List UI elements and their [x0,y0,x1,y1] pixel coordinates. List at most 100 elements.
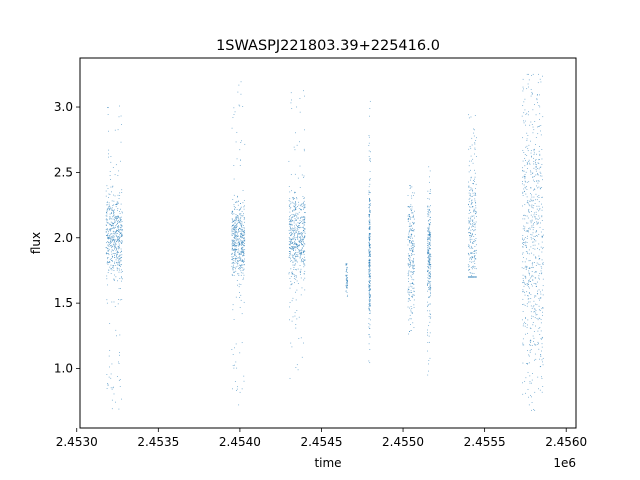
data-point [233,206,235,207]
data-point [369,268,371,270]
data-point [428,297,429,298]
data-point [369,203,371,204]
data-point [291,272,293,274]
data-point [533,152,535,154]
data-point [429,232,431,234]
data-point [369,227,370,228]
data-point [369,313,371,314]
data-point [112,224,114,226]
data-point [111,249,113,251]
data-point [528,355,530,357]
data-point [241,251,243,253]
data-point [114,256,115,258]
data-point [237,236,239,237]
data-point [107,188,109,189]
data-point [470,203,472,205]
data-point [116,257,118,259]
data-point [523,242,525,243]
data-point [240,206,242,208]
data-point [411,240,413,242]
data-point [429,235,431,237]
data-point [430,314,431,316]
data-point [536,98,538,100]
data-point [234,364,235,366]
data-point [524,226,526,228]
data-point [118,236,119,238]
data-point [532,224,534,226]
data-point [522,218,524,220]
data-point [293,237,295,239]
data-point [235,260,236,262]
data-point [470,177,472,179]
data-point [115,243,117,245]
data-point [427,241,429,242]
data-point [237,215,239,217]
data-point [288,272,290,274]
data-point [412,192,414,194]
data-point [427,244,429,246]
data-point [242,269,244,271]
data-point [114,240,116,242]
data-point [292,261,294,263]
data-point [369,218,371,220]
data-point [522,246,524,248]
data-point [538,168,540,170]
data-point [118,230,119,232]
data-point [369,289,371,291]
data-point [116,252,118,253]
data-point [240,270,242,272]
data-point [295,324,297,325]
data-point [233,165,235,166]
data-point [528,111,529,113]
data-point [240,203,241,204]
data-point [522,137,524,139]
data-point [241,261,243,263]
data-point [369,262,370,264]
data-point [429,357,431,359]
data-point [121,276,122,278]
data-point [109,171,111,172]
data-point [369,198,370,199]
data-point [236,217,238,218]
data-point [235,229,237,231]
data-point [235,268,236,270]
data-point [535,170,537,172]
data-point [542,179,543,181]
data-point [239,213,240,215]
data-point [235,242,237,244]
data-point [301,253,303,255]
data-point [107,260,109,262]
data-point [300,242,302,244]
data-point [427,271,429,273]
data-point [303,90,304,92]
data-point [528,404,530,406]
data-point [296,247,298,249]
data-point [427,306,428,307]
data-point [535,240,537,242]
data-point [526,138,528,140]
data-point [111,209,112,211]
data-point [542,248,544,250]
data-point [471,236,473,238]
data-point [233,228,234,230]
data-point [242,250,243,252]
data-point [533,227,535,228]
data-point [474,142,476,144]
data-point [428,231,430,233]
data-point [428,256,430,258]
data-point [238,268,239,269]
data-point [369,308,370,310]
data-point [232,268,234,270]
data-point [111,388,113,390]
data-point [473,208,475,210]
data-point [471,259,472,261]
data-point [430,222,431,223]
data-point [346,286,348,288]
data-point [243,245,245,247]
data-point [522,228,524,230]
data-point [292,229,293,231]
data-point [119,354,120,356]
data-point [105,215,107,217]
data-point [471,242,473,244]
data-point [118,288,120,289]
